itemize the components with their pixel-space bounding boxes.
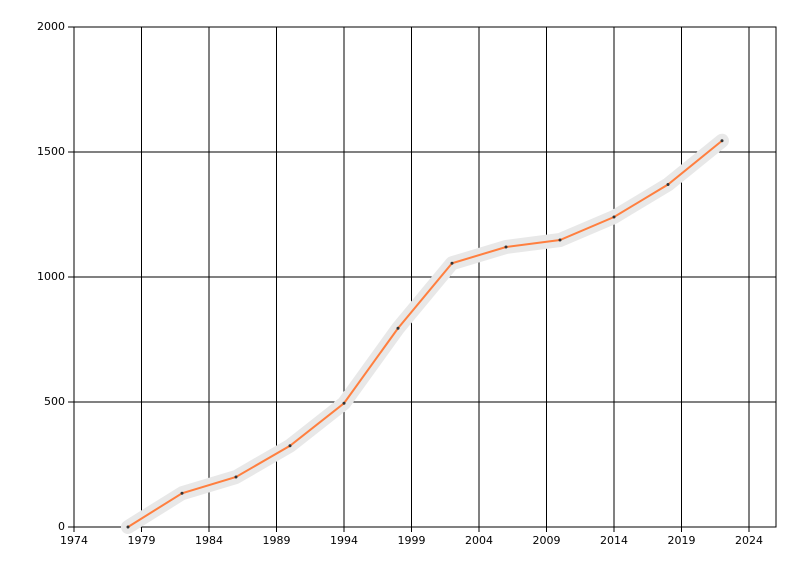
x-tick-label: 1979 [128,534,156,547]
point [342,401,346,405]
x-tick-label: 1989 [263,534,291,547]
x-tick-label: 2019 [668,534,696,547]
point [666,183,670,186]
point [234,475,238,479]
y-tick-label: 2000 [37,20,65,33]
y-tick-label: 1500 [37,145,65,158]
point [180,491,184,495]
y-tick-label: 0 [58,520,65,533]
point [720,139,724,143]
line-shadow [121,133,729,534]
point [288,444,292,448]
point [126,525,130,529]
y-tick-label: 1000 [37,270,65,283]
point [450,261,454,265]
x-tick-label: 1974 [60,534,88,547]
x-tick-label: 2004 [465,534,493,547]
x-tick-label: 2009 [533,534,561,547]
x-tick-label: 2014 [600,534,628,547]
point [558,238,562,242]
point [396,326,400,330]
x-tick-label: 2024 [735,534,763,547]
line [127,139,723,528]
x-tick-label: 1999 [398,534,426,547]
y-tick-label: 500 [44,395,65,408]
x-tick-label: 1994 [330,534,358,547]
x-tick-label: 1984 [195,534,223,547]
point [612,215,616,219]
point [504,245,508,249]
